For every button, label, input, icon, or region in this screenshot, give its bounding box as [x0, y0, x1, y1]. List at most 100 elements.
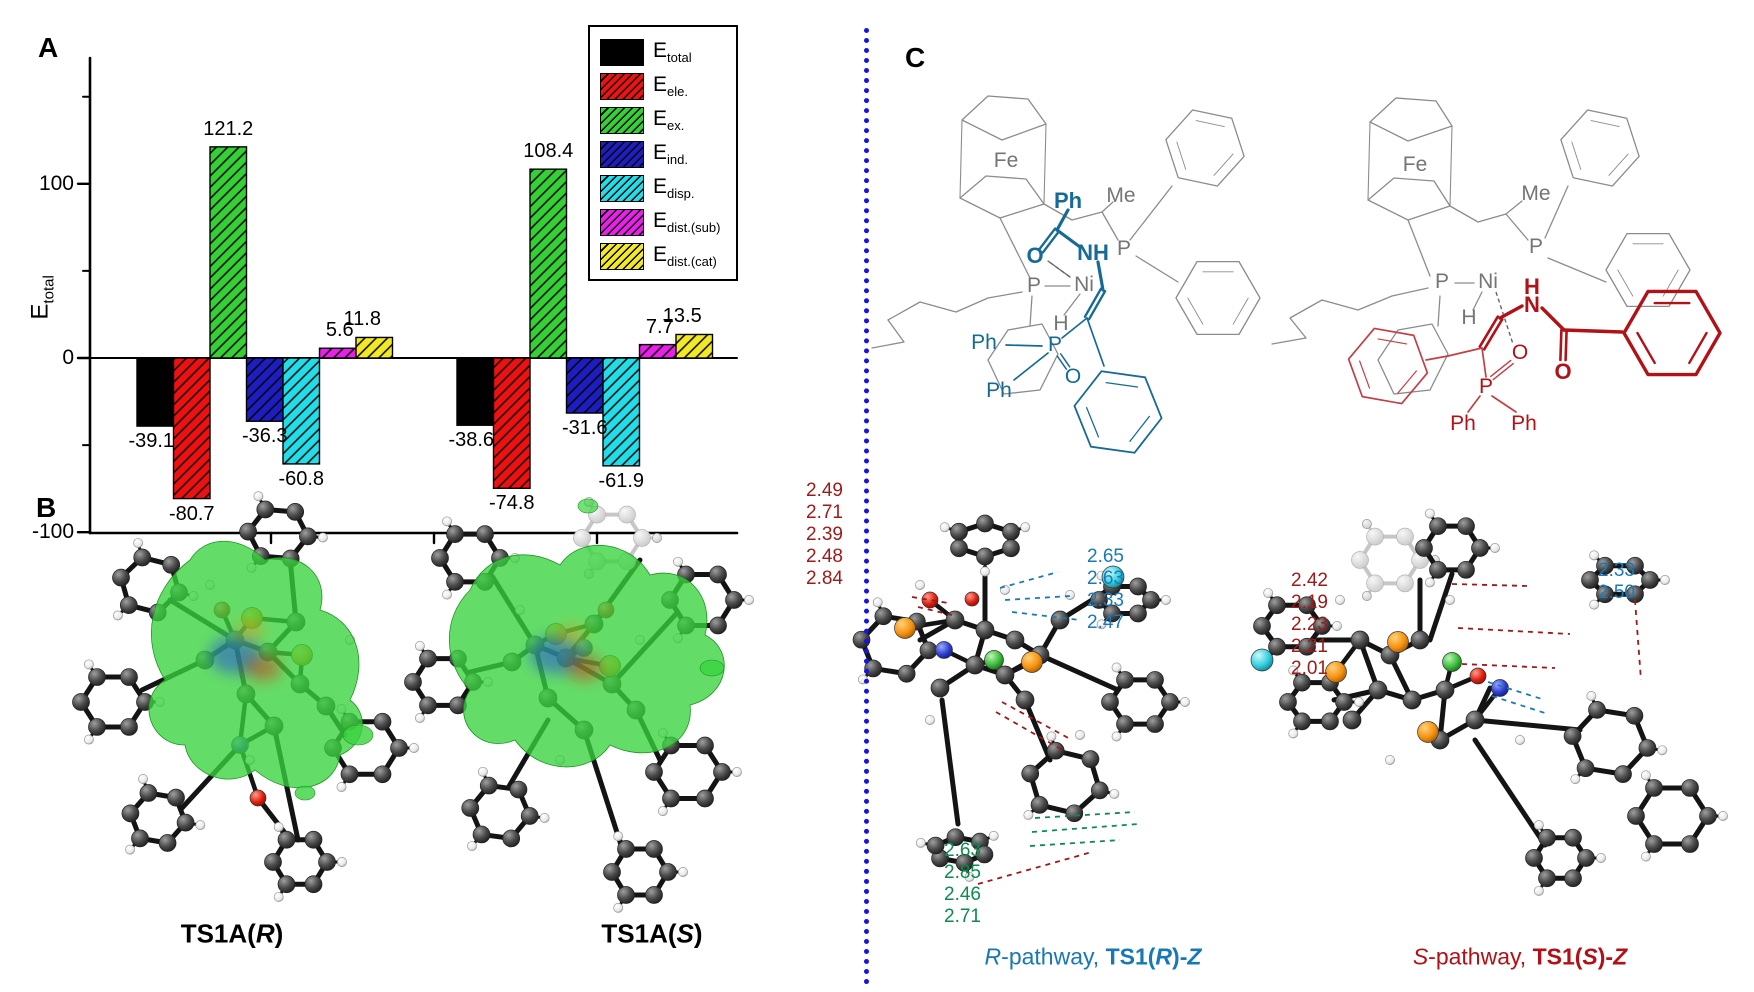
y-tick-label: 100	[38, 171, 74, 195]
bar	[456, 357, 495, 426]
legend-item: Edisp.	[600, 171, 736, 205]
distance-value: 2.63	[944, 840, 981, 861]
legend-label: Edist.(cat)	[653, 242, 717, 270]
distance-value: 2.50	[1598, 582, 1635, 603]
distance-list: 2.63 2.85 2.46 2.71	[944, 840, 981, 928]
legend-item: Edist.(cat)	[600, 239, 736, 273]
legend-item: Eind.	[600, 137, 736, 171]
atom-label: P	[1528, 235, 1544, 258]
atom-label: NH	[1077, 240, 1109, 265]
bar	[565, 357, 604, 414]
legend-label: Eele.	[653, 72, 688, 100]
atom-label: H	[1053, 312, 1069, 335]
bar	[318, 347, 357, 359]
legend-label: Edisp.	[653, 174, 695, 202]
atom-label: N	[1524, 292, 1540, 317]
distance-value: 2.23	[1291, 614, 1328, 635]
legend-item: Edist.(sub)	[600, 205, 736, 239]
distance-value: 2.85	[944, 862, 981, 883]
atom-label: P	[1116, 237, 1132, 260]
atom-label: Me	[1106, 184, 1136, 207]
chart-legend: Etotal Eele. Eex. Eind. Edisp. Edist.(sub) Edi…	[588, 25, 738, 281]
3d-structures	[852, 508, 1728, 896]
distance-value: 2.39	[806, 524, 843, 545]
bar	[172, 357, 211, 500]
distance-value: 2.21	[1291, 636, 1328, 657]
bar	[282, 357, 321, 465]
y-tick-label: 0	[62, 346, 74, 369]
distance-list: 2.65 2.63 2.33 2.47	[1087, 546, 1124, 634]
atom-label: Me	[1521, 182, 1551, 205]
distance-value: 2.42	[1291, 570, 1328, 591]
distance-value: 2.65	[1087, 546, 1124, 567]
distance-value: 2.33	[1598, 560, 1635, 581]
legend-swatch	[600, 140, 644, 168]
distance-value: 2.49	[806, 480, 843, 501]
bar-value-label: 5.6	[325, 319, 354, 342]
legend-swatch	[600, 106, 644, 134]
atom-label: Ph	[1450, 412, 1476, 435]
panel-a-label: A	[38, 32, 59, 63]
atom-label: O	[1554, 359, 1572, 384]
legend-swatch	[600, 38, 644, 66]
atom-label: O	[1064, 365, 1082, 388]
bar-value-label: 108.4	[523, 140, 574, 163]
legend-item: Eex.	[600, 103, 736, 137]
2d-structures	[871, 95, 1722, 454]
atom-label: Ph	[1053, 188, 1083, 213]
panel-divider-dotted-line	[864, 28, 869, 985]
atom-label: Ni	[1074, 273, 1094, 296]
legend-label: Eex.	[653, 106, 685, 134]
distance-value: 2.33	[1087, 590, 1124, 611]
bar-value-label: 11.8	[343, 308, 381, 331]
bar-value-label: -38.6	[448, 429, 495, 452]
atom-label: Fe	[993, 149, 1019, 172]
atom-label: P	[1026, 274, 1042, 297]
legend-item: Eele.	[600, 69, 736, 103]
distance-value: 2.71	[806, 502, 843, 523]
bar	[529, 168, 568, 359]
atom-label: O	[1511, 341, 1529, 364]
atom-label: Fe	[1402, 153, 1428, 176]
distance-value: 2.47	[1087, 612, 1124, 633]
legend-label: Edist.(sub)	[653, 208, 721, 236]
distance-value: 2.63	[1087, 568, 1124, 589]
bar-chart	[76, 56, 739, 545]
bar	[209, 146, 248, 359]
bar	[602, 357, 641, 467]
distance-value: 2.01	[1291, 658, 1328, 679]
legend-swatch	[600, 242, 644, 270]
structure-caption: TS1A(R)	[180, 918, 284, 949]
pathway-caption: R-pathway, TS1(R)-Z	[984, 943, 1202, 970]
distance-list: 2.42 2.19 2.23 2.21 2.01	[1291, 570, 1328, 680]
atom-label: H	[1461, 306, 1477, 329]
bar-value-label: -74.8	[488, 492, 535, 515]
panel-b-label: B	[36, 492, 57, 523]
legend-swatch	[600, 72, 644, 100]
bar-value-label: -36.3	[241, 425, 288, 448]
bar-value-label: -39.1	[128, 430, 175, 453]
atom-label: P	[1478, 375, 1494, 398]
bar	[355, 336, 394, 359]
bar-value-label: 121.2	[203, 117, 254, 140]
atom-label: Ph	[1511, 412, 1537, 435]
bar	[245, 357, 284, 422]
bar-value-label: 13.5	[662, 305, 702, 328]
bar	[492, 357, 531, 490]
bar-value-label: -60.8	[278, 467, 325, 490]
bar	[675, 333, 714, 359]
atom-label: Ph	[971, 331, 997, 354]
structure-caption: TS1A(S)	[601, 918, 703, 949]
legend-swatch	[600, 174, 644, 202]
legend-label: Etotal	[653, 38, 692, 66]
bar-value-label: -80.7	[168, 502, 215, 525]
pathway-caption: S-pathway, TS1(S)-Z	[1412, 943, 1628, 970]
distance-list: 2.49 2.71 2.39 2.48 2.84	[806, 480, 843, 590]
bar	[136, 357, 175, 427]
bar-value-label: 7.7	[645, 315, 674, 338]
distance-value: 2.46	[944, 884, 981, 905]
atom-label: Ni	[1478, 270, 1498, 293]
bar-value-label: -31.6	[561, 417, 608, 440]
legend-label: Eind.	[653, 140, 688, 168]
distance-list: 2.33 2.50	[1598, 560, 1635, 604]
